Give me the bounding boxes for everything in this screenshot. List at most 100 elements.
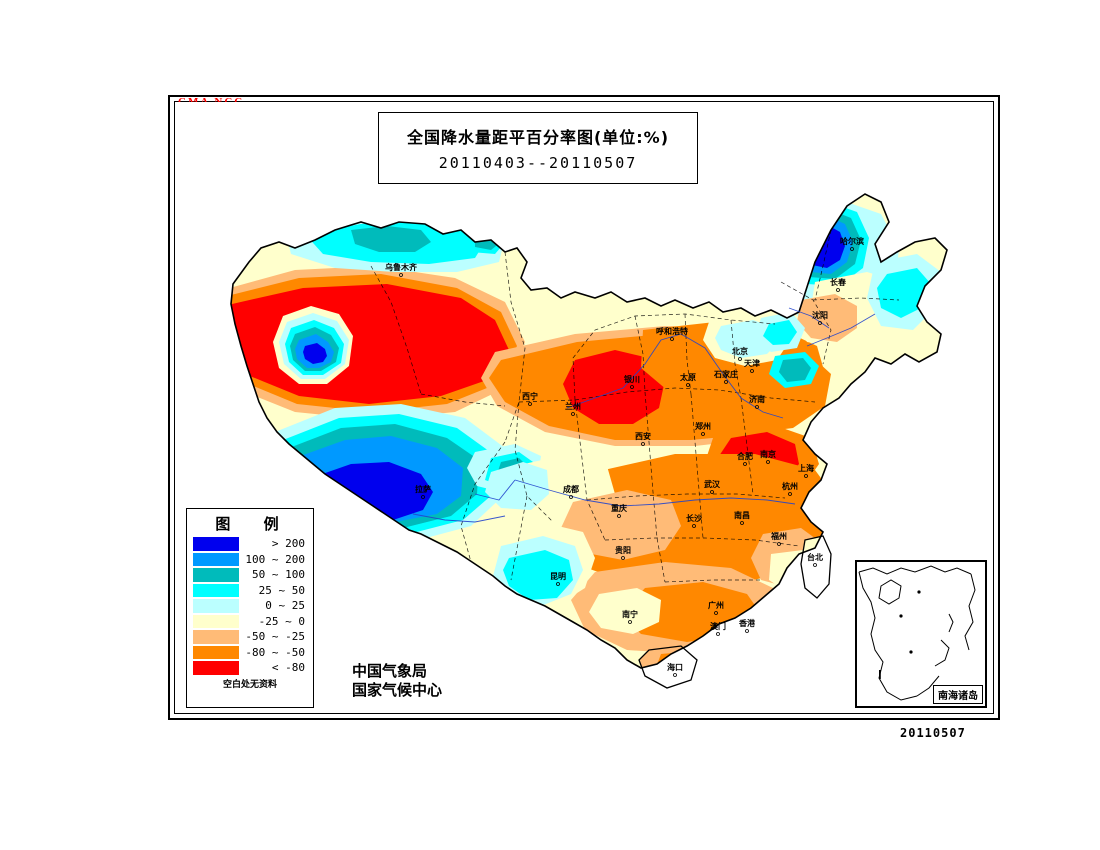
city-dot xyxy=(617,514,621,518)
city-label: 乌鲁木齐 xyxy=(385,262,418,272)
city-dot xyxy=(630,385,634,389)
city-marker: 长沙 xyxy=(686,513,702,528)
city-marker: 重庆 xyxy=(611,503,627,518)
legend-color-swatch xyxy=(193,599,239,613)
city-label: 兰州 xyxy=(565,401,581,411)
city-dot xyxy=(641,442,645,446)
city-marker: 郑州 xyxy=(695,421,711,436)
city-label: 济南 xyxy=(749,394,765,404)
city-marker: 济南 xyxy=(749,394,765,409)
footer-date: 20110507 xyxy=(900,726,966,740)
city-dot xyxy=(738,357,742,361)
city-dot xyxy=(777,542,781,546)
legend-row: 100 ~ 200 xyxy=(193,552,307,568)
city-marker: 太原 xyxy=(679,372,696,387)
city-dot xyxy=(804,474,808,478)
city-label: 成都 xyxy=(563,484,579,494)
city-label: 合肥 xyxy=(736,451,753,461)
city-label: 哈尔滨 xyxy=(840,236,864,246)
city-label: 太原 xyxy=(679,372,696,382)
legend-row: < -80 xyxy=(193,660,307,676)
city-label: 银川 xyxy=(623,374,640,384)
city-marker: 拉萨 xyxy=(415,484,431,499)
legend-range-label: -50 ~ -25 xyxy=(245,630,305,644)
legend-color-swatch xyxy=(193,568,239,582)
city-label: 海口 xyxy=(667,662,683,672)
city-marker: 南宁 xyxy=(622,609,638,624)
legend-rows: > 200 100 ~ 200 50 ~ 100 25 ~ 50 0 ~ 25 -25 ~… xyxy=(187,536,313,676)
city-marker: 西宁 xyxy=(522,391,538,406)
legend-range-label: > 200 xyxy=(271,537,305,551)
city-dot xyxy=(850,247,854,251)
rivers xyxy=(412,307,876,523)
city-label: 西安 xyxy=(635,431,651,441)
city-label: 福州 xyxy=(770,531,787,541)
city-marker: 天津 xyxy=(744,358,760,373)
city-marker: 贵阳 xyxy=(615,545,631,560)
city-label: 南宁 xyxy=(622,609,638,619)
city-marker: 成都 xyxy=(563,484,579,499)
legend-row: > 200 xyxy=(193,536,307,552)
city-marker: 福州 xyxy=(770,531,787,546)
city-label: 北京 xyxy=(732,346,748,356)
city-marker: 海口 xyxy=(667,662,683,677)
city-marker: 北京 xyxy=(732,346,748,361)
city-dot xyxy=(813,563,817,567)
city-dot xyxy=(686,383,690,387)
city-marker: 杭州 xyxy=(782,481,798,496)
city-marker: 合肥 xyxy=(736,451,753,466)
city-dot xyxy=(621,556,625,560)
legend-range-label: 100 ~ 200 xyxy=(245,552,305,566)
city-label: 上海 xyxy=(798,463,814,473)
title-box: 全国降水量距平百分率图(单位:%) 20110403--20110507 xyxy=(378,112,698,184)
city-dot xyxy=(670,337,674,341)
legend-range-label: < -80 xyxy=(271,661,305,675)
city-label: 广州 xyxy=(708,600,724,610)
city-marker: 乌鲁木齐 xyxy=(385,262,418,277)
map-inner-frame xyxy=(174,101,994,714)
legend-range-label: 50 ~ 100 xyxy=(252,568,305,582)
city-label: 沈阳 xyxy=(812,310,828,320)
city-dot xyxy=(710,490,714,494)
city-dot xyxy=(745,629,749,633)
city-dot xyxy=(755,405,759,409)
city-label: 南京 xyxy=(760,449,776,459)
city-label: 呼和浩特 xyxy=(656,326,688,336)
city-dot xyxy=(788,492,792,496)
city-marker: 台北 xyxy=(807,552,823,567)
page-title: 全国降水量距平百分率图(单位:%) xyxy=(406,128,670,147)
attribution-line-2: 国家气候中心 xyxy=(352,680,443,699)
map-outer-frame xyxy=(168,95,1000,720)
city-marker: 石家庄 xyxy=(713,369,738,384)
city-label: 重庆 xyxy=(611,503,627,513)
city-marker: 沈阳 xyxy=(812,310,828,325)
legend-range-label: -25 ~ 0 xyxy=(258,614,305,628)
city-dot xyxy=(571,412,575,416)
city-dot xyxy=(528,402,532,406)
attribution-line-1: 中国气象局 xyxy=(352,662,428,680)
city-dot xyxy=(724,380,728,384)
legend-color-swatch xyxy=(193,630,239,644)
inset-label: 南海诸岛 xyxy=(933,685,983,704)
city-dot xyxy=(836,288,840,292)
agency-attribution: 中国气象局 国家气候中心 xyxy=(352,662,442,700)
city-label: 香港 xyxy=(738,618,756,628)
city-marker: 西安 xyxy=(635,431,651,446)
legend-color-swatch xyxy=(193,583,239,597)
city-dot xyxy=(701,432,705,436)
city-marker: 广州 xyxy=(708,600,724,615)
city-label: 贵阳 xyxy=(615,545,631,555)
city-marker: 兰州 xyxy=(565,401,581,416)
city-marker: 哈尔滨 xyxy=(840,236,864,251)
date-range-subtitle: 20110403--20110507 xyxy=(438,154,638,172)
city-dot xyxy=(740,521,744,525)
legend-color-swatch xyxy=(193,661,239,675)
city-label: 昆明 xyxy=(550,571,566,581)
province-borders xyxy=(370,229,900,583)
city-marker: 银川 xyxy=(623,374,640,389)
city-marker: 呼和浩特 xyxy=(656,326,688,341)
legend-no-data-note: 空白处无资料 xyxy=(222,679,277,690)
legend-range-label: 0 ~ 25 xyxy=(265,599,305,613)
legend-range-label: 25 ~ 50 xyxy=(258,583,305,597)
